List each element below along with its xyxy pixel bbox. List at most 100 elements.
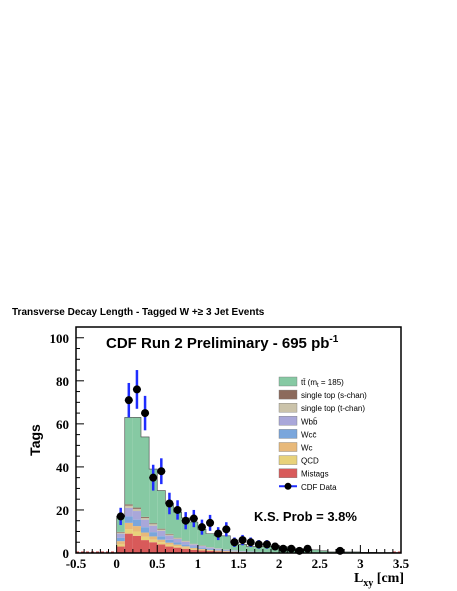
bar-segment <box>197 550 206 553</box>
legend-swatch <box>278 416 298 426</box>
bar-segment <box>173 512 182 538</box>
data-point <box>181 516 190 525</box>
bar-segment <box>141 532 150 537</box>
bar-segment <box>165 546 174 553</box>
legend-label: Mistags <box>301 470 329 479</box>
data-point <box>246 538 255 547</box>
data-point <box>287 544 296 553</box>
bar-segment <box>132 519 141 527</box>
bar-segment <box>222 535 231 550</box>
bar-segment <box>173 546 182 548</box>
legend-swatch <box>278 429 298 439</box>
data-point <box>230 538 239 547</box>
bar-segment <box>214 535 223 549</box>
bar-segment <box>206 533 215 548</box>
data-point <box>124 396 133 405</box>
bar-segment <box>141 536 150 541</box>
bar-segment <box>124 417 133 505</box>
bar-segment <box>124 529 133 534</box>
data-point <box>271 542 280 551</box>
y-tick-label: 80 <box>56 374 69 389</box>
bar-segment <box>149 539 158 543</box>
bar-segment <box>181 546 190 548</box>
bar-segment <box>149 542 158 553</box>
bar-segment <box>141 516 150 518</box>
bar-segment <box>124 522 133 530</box>
bar-segment <box>165 542 174 545</box>
bar-segment <box>149 469 158 524</box>
data-point <box>214 529 223 538</box>
legend-label: Wcc̄ <box>301 430 317 439</box>
bar-segment <box>189 548 198 550</box>
bar-segment <box>214 548 223 550</box>
data-point <box>149 473 158 482</box>
bar-segment <box>206 548 215 550</box>
x-tick-label: 3.5 <box>393 556 410 571</box>
data-point <box>189 514 198 523</box>
bar-segment <box>181 544 190 547</box>
bar-segment <box>197 549 206 551</box>
x-tick-label: 2 <box>276 556 283 571</box>
bar-segment <box>181 547 190 549</box>
bar-segment <box>173 542 182 545</box>
legend-swatch <box>278 376 298 387</box>
data-point <box>238 536 247 545</box>
data-points <box>116 370 345 555</box>
bar-segment <box>157 539 166 543</box>
bar-segment <box>116 537 125 542</box>
data-point <box>222 525 231 534</box>
bar-segment <box>157 490 166 529</box>
bar-segment <box>165 533 174 535</box>
bar-segment <box>124 516 133 523</box>
bar-segment <box>132 526 141 532</box>
bar-segment <box>214 551 223 553</box>
bar-segment <box>189 544 198 547</box>
histogram-stack <box>76 417 402 553</box>
legend-swatch <box>278 455 298 465</box>
x-tick-label: -0.5 <box>66 556 87 571</box>
bar-segment <box>141 540 150 553</box>
legend-swatch <box>278 442 298 452</box>
legend-swatch <box>278 403 298 413</box>
bar-segment <box>116 532 125 534</box>
data-point <box>132 385 141 394</box>
bar-segment <box>206 547 215 549</box>
x-tick-label: 1 <box>195 556 202 571</box>
data-point <box>206 518 215 527</box>
bar-segment <box>197 548 206 550</box>
legend-label: Wc <box>301 444 313 453</box>
bar-segment <box>189 546 198 548</box>
bar-segment <box>230 550 239 552</box>
bar-segment <box>173 539 182 543</box>
legend-data-marker <box>284 482 292 490</box>
bar-segment <box>214 549 223 551</box>
y-tick-label: 100 <box>50 331 70 346</box>
bar-segment <box>157 529 166 531</box>
bar-segment <box>165 544 174 547</box>
bar-segment <box>149 532 158 537</box>
bar-segment <box>141 517 150 520</box>
bar-segment <box>206 550 215 553</box>
y-tick-label: 0 <box>63 546 70 561</box>
bar-segment <box>132 508 141 512</box>
bar-segment <box>189 549 198 553</box>
chart-title: CDF Run 2 Preliminary - 695 pb-1 <box>106 334 339 352</box>
bar-segment <box>181 517 190 541</box>
bar-segment <box>197 547 206 549</box>
x-tick-label: 3 <box>357 556 364 571</box>
bar-segment <box>189 522 198 544</box>
bar-segment <box>141 527 150 533</box>
x-tick-label: 0 <box>113 556 120 571</box>
bar-segment <box>181 541 190 545</box>
x-axis-label: Lxy [cm] <box>354 571 404 589</box>
legend-label: single top (t-chan) <box>301 404 365 413</box>
legend-swatch <box>278 389 298 400</box>
bar-segment <box>173 544 182 547</box>
bar-segment <box>132 535 141 553</box>
figure-title: Transverse Decay Length - Tagged W +≥ 3 … <box>12 307 265 318</box>
bar-segment <box>319 550 328 553</box>
bar-segment <box>238 544 247 552</box>
x-tick-label: 1.5 <box>230 556 247 571</box>
ks-probability-annotation: K.S. Prob = 3.8% <box>254 509 357 524</box>
legend-swatch <box>278 468 298 478</box>
